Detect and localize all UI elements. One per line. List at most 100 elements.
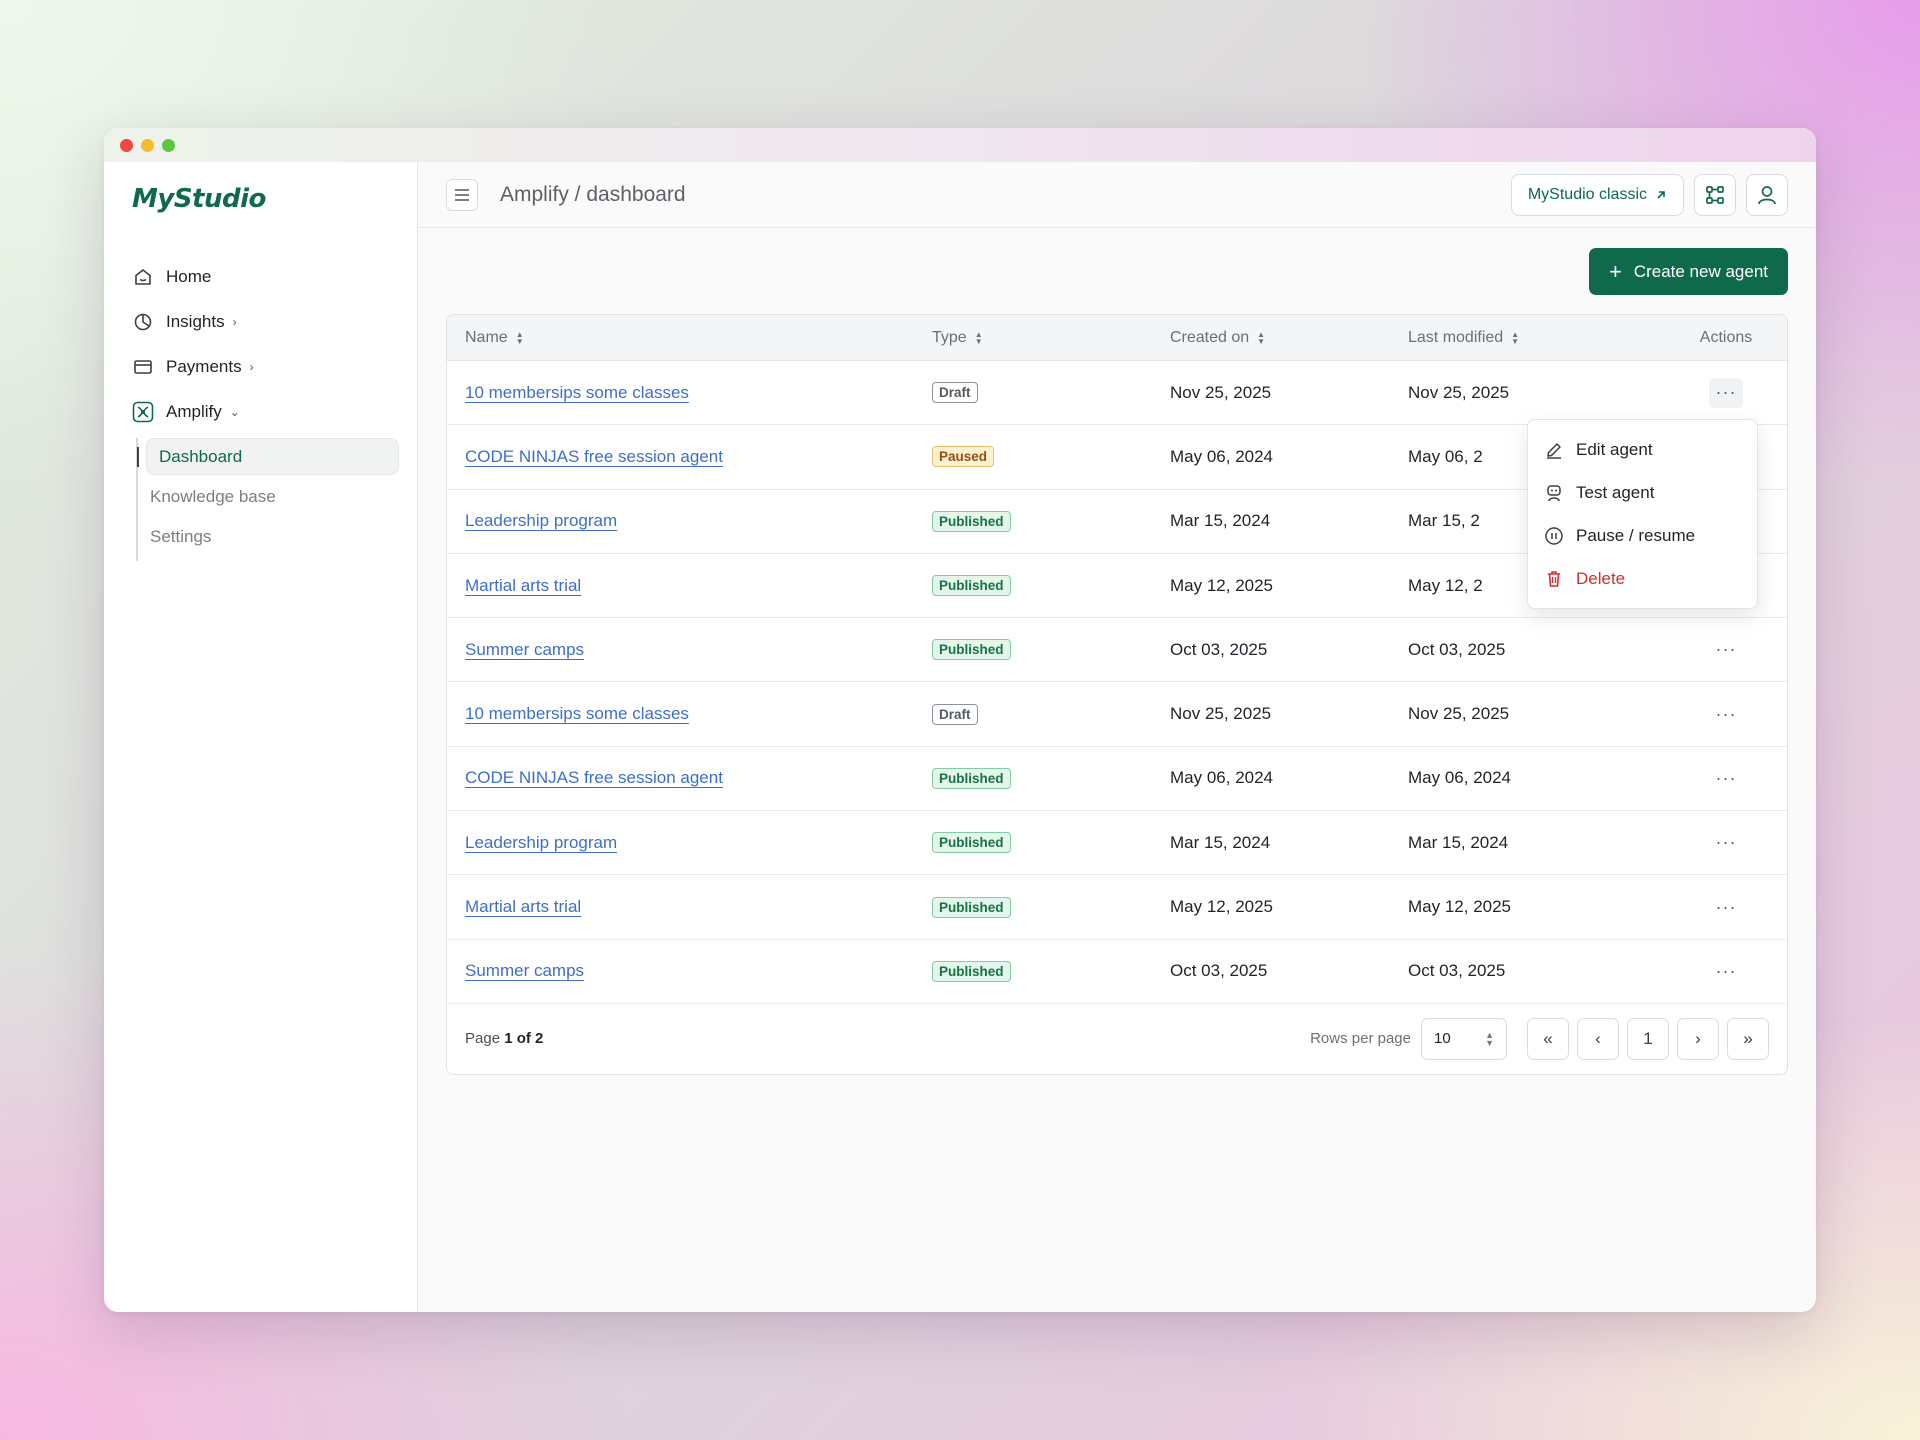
first-page-button[interactable]: « bbox=[1527, 1017, 1569, 1060]
edit-agent-menu-item[interactable]: Edit agent bbox=[1528, 428, 1757, 471]
workflow-button[interactable] bbox=[1694, 173, 1736, 216]
hamburger-icon bbox=[455, 188, 469, 201]
sidebar-item-label: Amplify bbox=[166, 401, 222, 421]
column-label: Last modified bbox=[1408, 328, 1504, 346]
table-row: Summer camps Published Oct 03, 2025 Oct 03,… bbox=[447, 940, 1787, 1004]
agent-name-link[interactable]: Martial arts trial bbox=[465, 897, 582, 917]
pause-circle-icon bbox=[1545, 526, 1563, 545]
sidebar-item-amplify[interactable]: Amplify ⌄ bbox=[114, 389, 407, 434]
cell-modified: Nov 25, 2025 bbox=[1408, 382, 1510, 402]
test-agent-menu-item[interactable]: Test agent bbox=[1528, 471, 1757, 514]
agent-name-link[interactable]: Summer camps bbox=[465, 639, 585, 659]
cell-modified: Oct 03, 2025 bbox=[1408, 639, 1506, 659]
cell-type: Published bbox=[932, 896, 1170, 918]
page-info: Page 1 of 2 bbox=[465, 1030, 543, 1047]
mystudio-classic-button[interactable]: MyStudio classic bbox=[1510, 173, 1684, 216]
cell-created: Mar 15, 2024 bbox=[1170, 832, 1271, 852]
cell-type: Published bbox=[932, 575, 1170, 597]
page-prefix: Page bbox=[465, 1030, 501, 1048]
agent-name-link[interactable]: Martial arts trial bbox=[465, 575, 582, 595]
column-header-modified[interactable]: Last modified ▲ ▼ bbox=[1408, 329, 1666, 347]
pause-resume-menu-item[interactable]: Pause / resume bbox=[1528, 514, 1757, 557]
agents-table: Name ▲ ▼ Type ▲ ▼ Created on ▲ ▼ Last modif… bbox=[446, 314, 1788, 1075]
sidebar-item-home[interactable]: Home bbox=[114, 254, 407, 299]
app-logo[interactable]: MyStudio bbox=[132, 184, 266, 214]
row-actions-button[interactable]: ··· bbox=[1715, 960, 1737, 981]
status-badge: Published bbox=[932, 832, 1011, 854]
amplify-subnav: Dashboard Knowledge base Settings bbox=[136, 438, 407, 561]
agent-name-link[interactable]: CODE NINJAS free session agent bbox=[465, 768, 723, 788]
cell-actions: ··· bbox=[1666, 699, 1786, 729]
column-header-type[interactable]: Type ▲ ▼ bbox=[932, 329, 1170, 347]
column-header-created[interactable]: Created on ▲ ▼ bbox=[1170, 329, 1408, 347]
minimize-window-button[interactable] bbox=[141, 138, 154, 152]
agent-name-link[interactable]: 10 membersips some classes bbox=[465, 382, 689, 402]
sidebar-item-insights[interactable]: Insights › bbox=[114, 299, 407, 344]
row-actions-button[interactable]: ··· bbox=[1715, 832, 1737, 853]
cell-modified: May 12, 2025 bbox=[1408, 897, 1512, 917]
status-badge: Published bbox=[932, 639, 1011, 661]
cell-type: Published bbox=[932, 510, 1170, 532]
sidebar-item-payments[interactable]: Payments › bbox=[114, 344, 407, 389]
menu-toggle-button[interactable] bbox=[446, 178, 478, 211]
row-actions-button[interactable]: ··· bbox=[1715, 767, 1737, 788]
cell-modified: May 12, 2 bbox=[1408, 575, 1483, 595]
table-row: CODE NINJAS free session agent Published M… bbox=[447, 747, 1787, 812]
rows-per-page-select[interactable]: 10 ▲ ▼ bbox=[1421, 1017, 1507, 1060]
status-badge: Draft bbox=[932, 703, 978, 725]
column-header-name[interactable]: Name ▲ ▼ bbox=[447, 329, 932, 347]
sort-icon: ▲ ▼ bbox=[1257, 329, 1266, 346]
agent-name-link[interactable]: Summer camps bbox=[465, 961, 585, 981]
delete-menu-item[interactable]: Delete bbox=[1528, 557, 1757, 600]
row-actions-button[interactable]: ··· bbox=[1715, 703, 1737, 724]
sidebar-item-label: Insights bbox=[166, 311, 225, 331]
cell-name: 10 membersips some classes bbox=[447, 383, 932, 403]
last-page-button[interactable]: » bbox=[1727, 1017, 1769, 1060]
row-actions-button[interactable]: ··· bbox=[1715, 639, 1737, 660]
status-badge: Published bbox=[932, 960, 1011, 982]
top-bar: Amplify / dashboard MyStudio classic bbox=[418, 162, 1816, 228]
pagination: Page 1 of 2 Rows per page 10 ▲ ▼ « ‹ 1 › bbox=[447, 1004, 1787, 1074]
agent-name-link[interactable]: CODE NINJAS free session agent bbox=[465, 446, 723, 466]
table-row: 10 membersips some classes Draft Nov 25, 2… bbox=[447, 361, 1787, 426]
subnav-item-knowledge-base[interactable]: Knowledge base bbox=[150, 486, 276, 506]
cell-name: Leadership program bbox=[447, 511, 932, 531]
app-window: MyStudio Home Insights › Payments › bbox=[104, 128, 1816, 1312]
cell-modified: Mar 15, 2024 bbox=[1408, 832, 1509, 852]
subnav-item-settings[interactable]: Settings bbox=[150, 526, 212, 546]
chevron-down-icon: ⌄ bbox=[229, 404, 240, 419]
cell-name: Summer camps bbox=[447, 961, 932, 981]
cell-name: CODE NINJAS free session agent bbox=[447, 768, 932, 788]
row-actions-button[interactable]: ··· bbox=[1715, 896, 1737, 917]
menu-item-label: Edit agent bbox=[1576, 439, 1653, 459]
user-profile-button[interactable] bbox=[1746, 173, 1788, 216]
menu-item-label: Pause / resume bbox=[1576, 525, 1696, 545]
status-badge: Draft bbox=[932, 382, 978, 404]
card-icon bbox=[132, 356, 154, 378]
next-page-button[interactable]: › bbox=[1677, 1017, 1719, 1060]
maximize-window-button[interactable] bbox=[162, 138, 175, 152]
previous-page-button[interactable]: ‹ bbox=[1577, 1017, 1619, 1060]
cell-actions: ··· bbox=[1666, 828, 1786, 858]
cell-type: Published bbox=[932, 960, 1170, 982]
pager-controls: Rows per page 10 ▲ ▼ « ‹ 1 › » bbox=[1310, 1017, 1769, 1060]
row-actions-button[interactable]: ··· bbox=[1709, 377, 1743, 408]
create-new-agent-button[interactable]: + Create new agent bbox=[1588, 248, 1788, 295]
cell-created: Nov 25, 2025 bbox=[1170, 382, 1272, 402]
cell-actions: ··· bbox=[1666, 763, 1786, 793]
sidebar: MyStudio Home Insights › Payments › bbox=[104, 162, 418, 1312]
sidebar-item-label: Home bbox=[166, 266, 212, 286]
subnav-item-dashboard[interactable]: Dashboard bbox=[137, 438, 399, 475]
close-window-button[interactable] bbox=[120, 138, 133, 152]
cell-modified: May 06, 2024 bbox=[1408, 768, 1512, 788]
cell-created: May 06, 2024 bbox=[1170, 446, 1274, 466]
current-page-button[interactable]: 1 bbox=[1627, 1017, 1669, 1060]
cell-modified: May 06, 2 bbox=[1408, 446, 1483, 466]
agent-name-link[interactable]: Leadership program bbox=[465, 832, 618, 852]
agent-name-link[interactable]: Leadership program bbox=[465, 511, 618, 531]
status-badge: Published bbox=[932, 510, 1011, 532]
title-bar bbox=[104, 128, 1816, 162]
agent-name-link[interactable]: 10 membersips some classes bbox=[465, 704, 689, 724]
status-badge: Published bbox=[932, 896, 1011, 918]
cell-created: Nov 25, 2025 bbox=[1170, 704, 1272, 724]
